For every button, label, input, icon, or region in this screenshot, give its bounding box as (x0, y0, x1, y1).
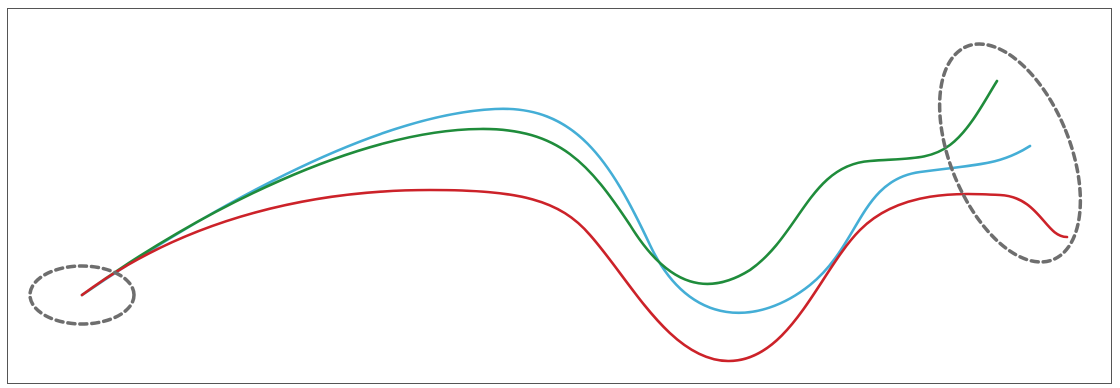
start-region-ellipse (28, 264, 136, 326)
green-curve (80, 79, 999, 297)
red-curve (80, 188, 1069, 363)
end-region-ellipse (937, 42, 1083, 264)
